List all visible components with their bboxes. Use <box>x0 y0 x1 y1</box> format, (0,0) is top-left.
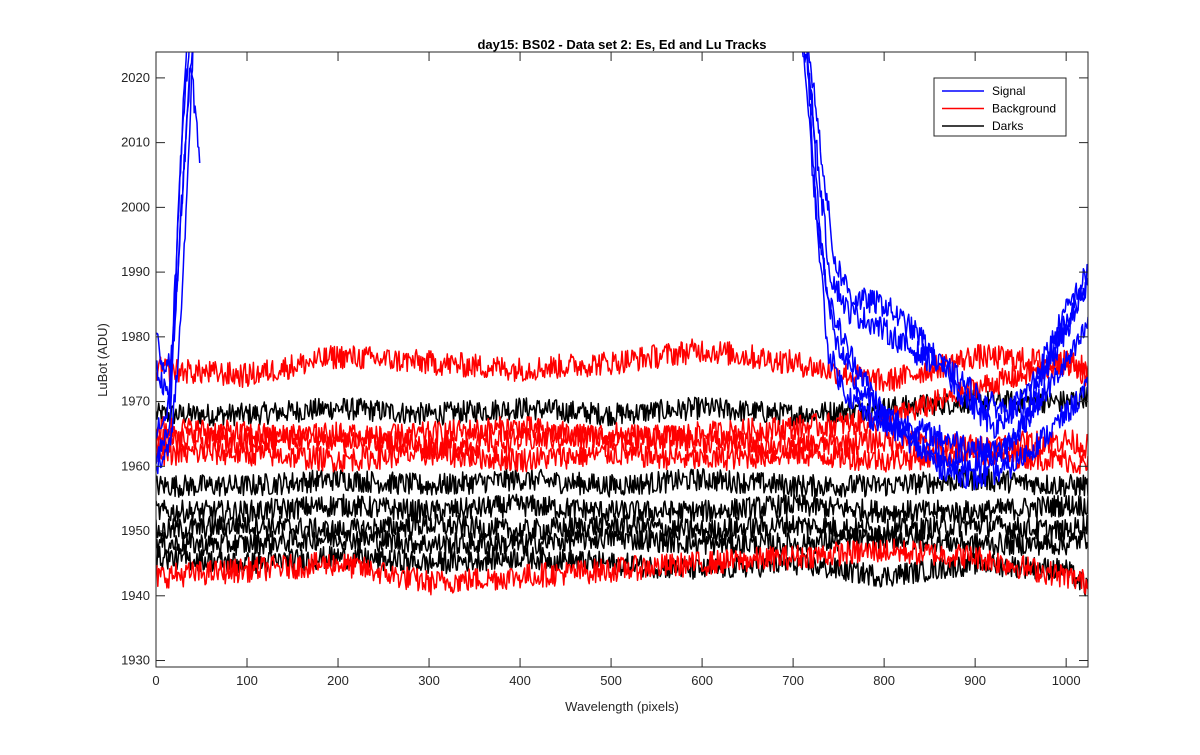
series-line-background-9 <box>156 538 1088 596</box>
y-tick-label: 1960 <box>121 458 150 473</box>
series-line-signal-3-right <box>807 52 1088 439</box>
legend-label-background: Background <box>992 102 1056 116</box>
y-tick-label: 1980 <box>121 329 150 344</box>
legend: Signal Background Darks <box>933 77 1067 137</box>
series-line-signal-4-right <box>801 52 1088 491</box>
plot-frame <box>155 51 1089 668</box>
series-line-signal-0-right <box>806 52 1088 462</box>
x-axis-ticks: 0 100 200 300 400 500 600 700 800 900 1000 <box>152 52 1081 688</box>
series-line-signal-3-left <box>156 52 193 375</box>
x-tick-label: 100 <box>236 673 258 688</box>
y-tick-label: 1970 <box>121 394 150 409</box>
y-tick-label: 1940 <box>121 588 150 603</box>
y-axis-label: LuBot (ADU) <box>95 323 110 397</box>
series-line-signal-1-right <box>802 52 1088 478</box>
x-tick-label: 900 <box>964 673 986 688</box>
chart-title: day15: BS02 - Data set 2: Es, Ed and Lu … <box>477 37 766 52</box>
y-axis-ticks: 1930 1940 1950 1960 1970 1980 1990 2000 2010 2020 <box>121 70 1088 668</box>
x-tick-label: 300 <box>418 673 440 688</box>
x-tick-label: 600 <box>691 673 713 688</box>
series-line-signal-4-left <box>156 52 194 475</box>
y-tick-label: 1950 <box>121 523 150 538</box>
series-line-signal-1-left <box>156 52 188 465</box>
x-tick-label: 1000 <box>1052 673 1081 688</box>
legend-label-signal: Signal <box>992 84 1025 98</box>
series-layer <box>156 52 1088 597</box>
x-tick-label: 700 <box>782 673 804 688</box>
x-tick-label: 500 <box>600 673 622 688</box>
series-line-darks-11 <box>156 467 1088 498</box>
y-tick-label: 1990 <box>121 264 150 279</box>
y-tick-label: 2000 <box>121 199 150 214</box>
y-tick-label: 2020 <box>121 70 150 85</box>
legend-label-darks: Darks <box>992 119 1023 133</box>
y-tick-label: 2010 <box>121 135 150 150</box>
series-line-darks-10 <box>156 385 1088 427</box>
series-line-darks-13 <box>156 513 1088 543</box>
series-line-darks-12 <box>156 493 1088 524</box>
x-axis-label: Wavelength (pixels) <box>565 699 679 714</box>
x-tick-label: 400 <box>509 673 531 688</box>
x-tick-label: 0 <box>152 673 159 688</box>
x-tick-label: 800 <box>873 673 895 688</box>
series-line-background-8 <box>156 440 1088 475</box>
x-tick-label: 200 <box>327 673 349 688</box>
y-tick-label: 1930 <box>121 653 150 668</box>
